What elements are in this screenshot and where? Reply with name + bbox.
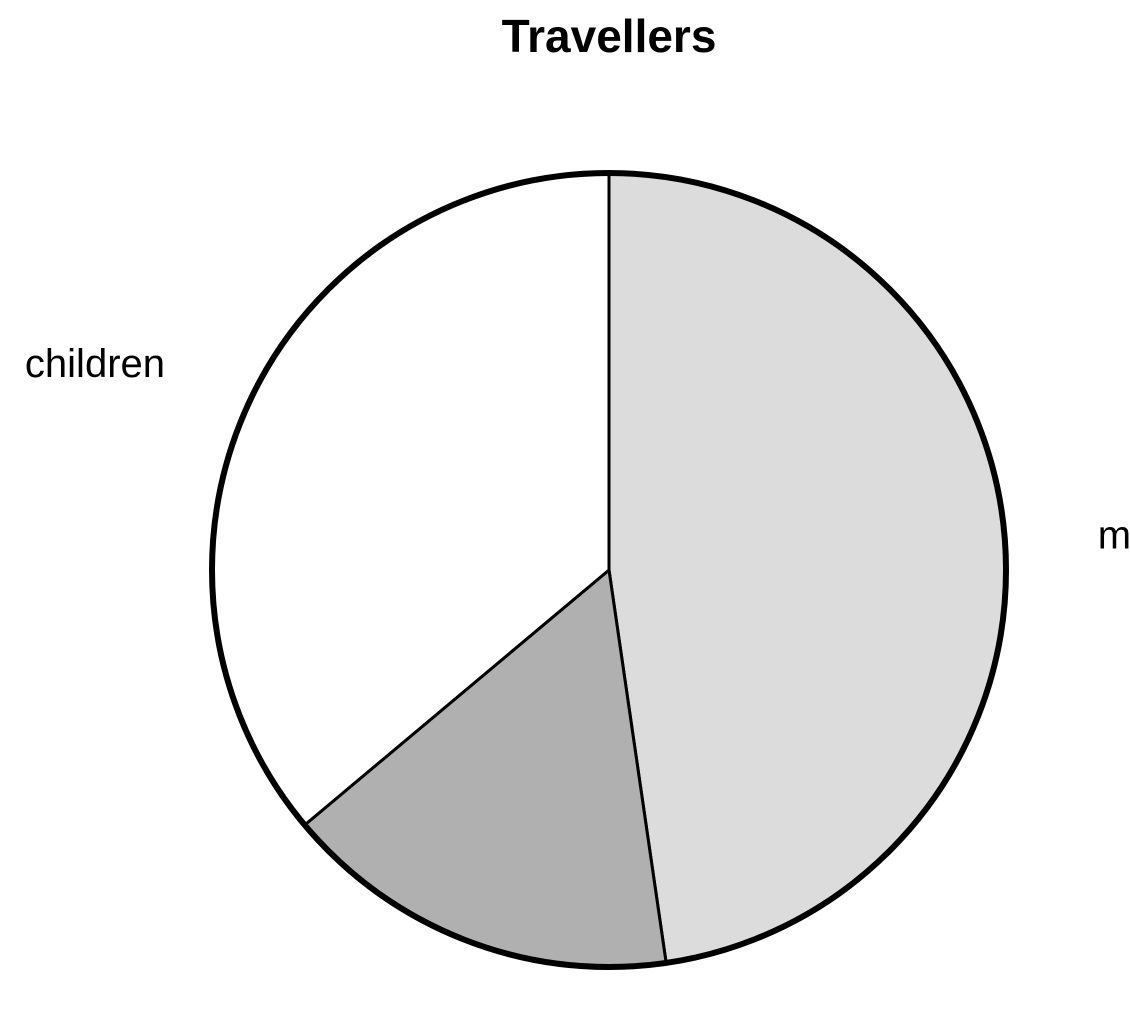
slice-label-women: women [304, 1007, 434, 1020]
slice-label-men: men [1098, 514, 1130, 558]
pie-slice-men [607, 171, 1008, 965]
slice-label-children: children [25, 342, 165, 386]
chart-title: Travellers [502, 10, 717, 62]
slice-labels: men women children [25, 342, 1130, 1020]
pie-outline [209, 170, 1009, 970]
pie-slices [210, 171, 1008, 969]
